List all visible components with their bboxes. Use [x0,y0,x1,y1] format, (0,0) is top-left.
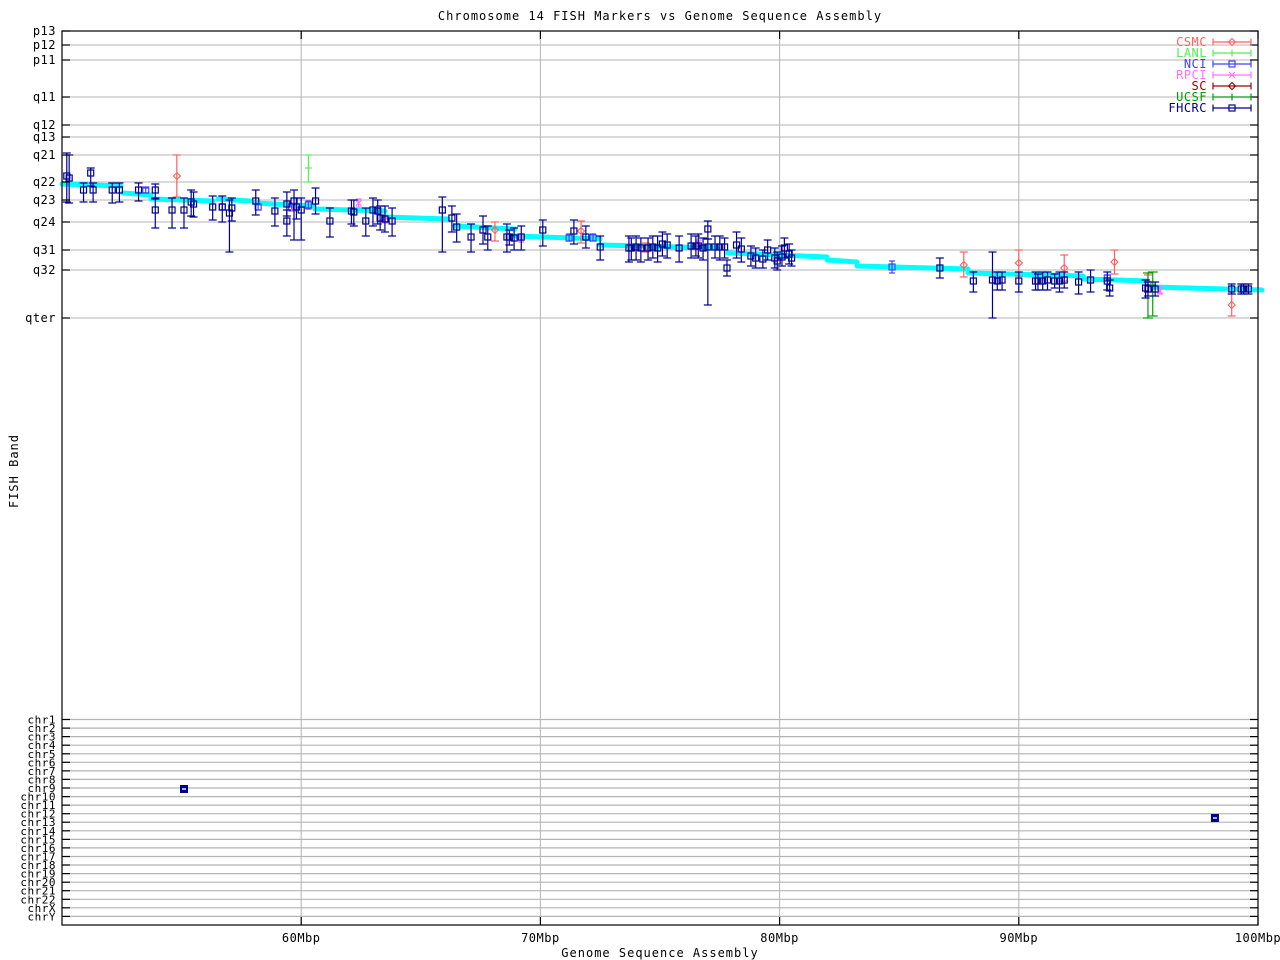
band-label-q11: q11 [33,90,56,104]
band-label-q12: q12 [33,118,56,132]
legend-label-UCSF: UCSF [1176,90,1207,104]
band-label-q23: q23 [33,193,56,207]
chr-label-chr13: chr13 [20,816,56,829]
chr-label-chr10: chr10 [20,791,56,804]
legend-item-FHCRC: FHCRC [1168,101,1252,115]
chromosome-hit-markers [179,785,1219,822]
x-tick-label: 60Mbp [282,931,321,945]
legend-label-SC: SC [1192,79,1207,93]
chr-label-chr15: chr15 [20,833,56,846]
chr-label-chr19: chr19 [20,868,56,881]
chr-label-chrX: chrX [28,902,57,915]
series-FHCRC [62,152,1253,319]
chr-label-chr5: chr5 [28,748,57,761]
legend-label-CSMC: CSMC [1176,35,1207,49]
legend-label-RPCI: RPCI [1176,68,1207,82]
legend-label-LANL: LANL [1176,46,1207,60]
chr-label-chr7: chr7 [28,765,57,778]
band-label-q31: q31 [33,243,56,257]
chr-label-chr14: chr14 [20,825,56,838]
chr-label-chr3: chr3 [28,731,57,744]
chr-label-chr20: chr20 [20,876,56,889]
band-label-p12: p12 [33,38,56,52]
chr-label-chr9: chr9 [28,782,57,795]
legend-label-NCI: NCI [1184,57,1207,71]
x-tick-label: 100Mbp [1235,931,1280,945]
chr-label-chr2: chr2 [28,722,57,735]
chart-title: Chromosome 14 FISH Markers vs Genome Seq… [437,9,883,23]
legend-item-SC: SC [1192,79,1252,93]
band-label-qter: qter [25,311,56,325]
chr-label-chr18: chr18 [20,859,56,872]
band-label-q24: q24 [33,215,56,229]
series-CSMC [172,154,1236,317]
chr-label-chr8: chr8 [28,773,57,786]
x-tick-label: 80Mbp [760,931,799,945]
chr-label-chr16: chr16 [20,842,56,855]
chr-label-chr4: chr4 [28,739,57,752]
chr-label-chr1: chr1 [28,714,57,727]
legend-label-FHCRC: FHCRC [1168,101,1207,115]
band-label-q13: q13 [33,130,56,144]
band-label-q22: q22 [33,175,56,189]
band-label-q21: q21 [33,148,56,162]
chr-label-chr21: chr21 [20,885,56,898]
gridlines [62,31,1258,925]
legend-item-UCSF: UCSF [1176,90,1252,104]
band-label-q32: q32 [33,263,56,277]
series-LANL [304,154,313,183]
band-label-p11: p11 [33,53,56,67]
x-tick-label: 70Mbp [521,931,560,945]
chr-label-chr6: chr6 [28,756,57,769]
chr-label-chr17: chr17 [20,851,56,864]
chr-label-chrY: chrY [28,910,57,923]
band-label-p13: p13 [33,24,56,38]
chr-label-chr22: chr22 [20,893,56,906]
legend-item-LANL: LANL [1176,46,1252,60]
chr-label-chr12: chr12 [20,808,56,821]
chr-label-chr11: chr11 [20,799,56,812]
x-tick-label: 90Mbp [999,931,1038,945]
x-axis-title: Genome Sequence Assembly [561,946,759,960]
legend-item-NCI: NCI [1184,57,1252,71]
legend-item-CSMC: CSMC [1176,35,1252,49]
legend-item-RPCI: RPCI [1176,68,1252,82]
